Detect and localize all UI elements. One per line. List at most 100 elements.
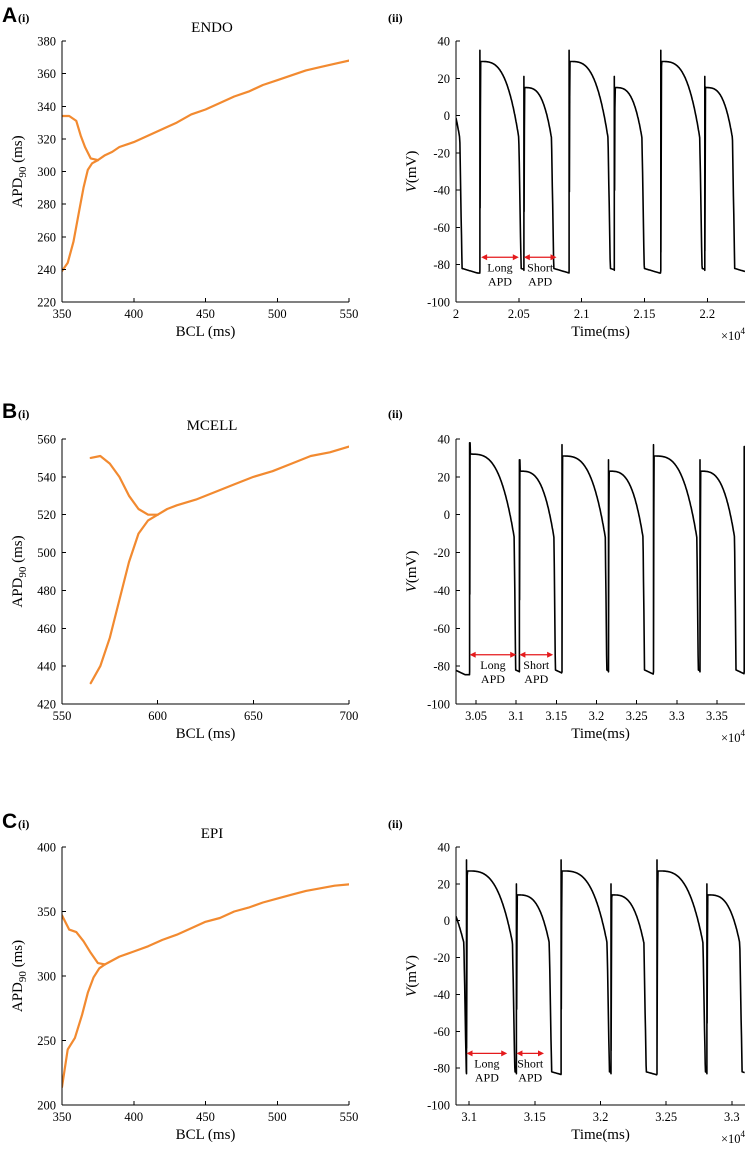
apd-arrow-head-left [481, 254, 488, 261]
y-tick-label: 380 [37, 35, 56, 49]
y-axis-label-main: V [404, 581, 420, 592]
x-tick-label: 550 [340, 1110, 359, 1124]
x-tick-label: 2 [453, 307, 459, 321]
x-tick-label: 550 [340, 307, 359, 321]
x-tick-label: 500 [268, 307, 287, 321]
apd-annotation-line2: APD [475, 1070, 499, 1084]
y-axis-label: V(mV) [404, 551, 420, 593]
y-tick-label: 360 [37, 67, 56, 81]
y-tick-label: 420 [37, 698, 56, 712]
y-tick-label: 260 [37, 230, 56, 244]
apd-arrow-head-left [523, 254, 530, 261]
x-tick-label: 3.15 [524, 1110, 546, 1124]
apd-arrow-head-left [466, 1050, 473, 1057]
panel-sub-label: (ii) [388, 817, 403, 831]
y-axis-label-main: V [404, 181, 420, 192]
multiplier-exponent: 4 [741, 1129, 746, 1139]
x-tick-label: 3.2 [589, 709, 605, 723]
y-axis-label-subscript: 90 [17, 566, 29, 578]
x-tick-label: 350 [53, 307, 72, 321]
panel-sub-label: (i) [18, 11, 29, 25]
x-tick-label: 400 [124, 1110, 143, 1124]
series-line-lower-branch [89, 513, 159, 685]
y-axis-label: APD90 (ms) [10, 940, 29, 1012]
x-tick-label: 2.2 [699, 307, 715, 321]
apd-annotation-line1: Short [523, 658, 550, 672]
x-tick-label: 2.15 [634, 307, 656, 321]
y-axis-label: APD90 (ms) [10, 135, 29, 207]
y-tick-label: -100 [427, 296, 450, 310]
x-tick-label: 2.1 [574, 307, 590, 321]
y-tick-label: 350 [37, 905, 56, 919]
y-tick-label: -100 [427, 1099, 450, 1113]
y-tick-label: 520 [37, 508, 56, 522]
y-tick-label: 250 [37, 1034, 56, 1048]
y-tick-label: 0 [444, 914, 450, 928]
x-tick-label: 3.1 [461, 1110, 477, 1124]
y-tick-label: -60 [433, 221, 450, 235]
y-tick-label: 220 [37, 296, 56, 310]
y-tick-label: 460 [37, 622, 56, 636]
x-axis-label: BCL (ms) [176, 1127, 236, 1143]
apd-annotation-line2: APD [488, 274, 512, 288]
apd-annotation-line1: Long [487, 260, 512, 274]
y-tick-label: -100 [427, 698, 450, 712]
y-axis-label-unit: (ms) [10, 940, 26, 971]
apd-arrow-head-right [550, 254, 557, 261]
plot-area [62, 883, 349, 1089]
y-tick-label: 340 [37, 100, 56, 114]
x-tick-label: 450 [196, 307, 215, 321]
series-line-main-branch [96, 59, 349, 162]
y-tick-label: 560 [37, 433, 56, 447]
panel-sub-label: (i) [18, 407, 29, 421]
x-tick-label: 3.05 [465, 709, 487, 723]
y-axis-label-unit: (mV) [404, 551, 420, 584]
multiplier-base: ×10 [721, 731, 741, 745]
series-line-upper-branch [62, 914, 107, 966]
x-tick-label: 350 [53, 1110, 72, 1124]
y-tick-label: 20 [438, 877, 451, 891]
multiplier-exponent: 4 [741, 326, 746, 336]
voltage-trace [456, 49, 745, 274]
plot-area [89, 445, 349, 685]
x-tick-label: 3.3 [669, 709, 685, 723]
apd-arrow-head-right [501, 1050, 508, 1057]
y-axis-label-main: APD [10, 577, 26, 607]
x-tick-label: 650 [244, 709, 263, 723]
plot-area [62, 59, 349, 273]
apd-arrow-head-right [512, 254, 519, 261]
apd-annotation-line1: Long [474, 1056, 499, 1070]
x-tick-label: 3.35 [706, 709, 728, 723]
y-tick-label: -40 [433, 584, 450, 598]
y-tick-label: 480 [37, 584, 56, 598]
y-tick-label: -40 [433, 988, 450, 1002]
voltage-trace [456, 441, 745, 676]
apd-arrow-head-left [519, 651, 526, 658]
y-tick-label: 280 [37, 198, 56, 212]
x-tick-label: 400 [124, 307, 143, 321]
y-tick-label: -40 [433, 184, 450, 198]
x-axis-label: Time(ms) [571, 726, 630, 742]
series-line-main-branch [156, 445, 349, 516]
y-axis-label: V(mV) [404, 151, 420, 193]
apd-annotation-line2: APD [528, 274, 552, 288]
y-tick-label: -20 [433, 951, 450, 965]
x-tick-label: 3.3 [724, 1110, 740, 1124]
y-tick-label: -20 [433, 546, 450, 560]
x-axis-label: Time(ms) [571, 1127, 630, 1143]
y-tick-label: 240 [37, 263, 56, 277]
y-axis-label: APD90 (ms) [10, 535, 29, 607]
y-tick-label: 320 [37, 132, 56, 146]
apd-annotation-line1: Short [517, 1056, 544, 1070]
panel-letter: B [2, 400, 17, 423]
x-tick-label: 3.2 [593, 1110, 609, 1124]
series-line-main-branch [103, 883, 349, 966]
x-tick-label: 3.25 [655, 1110, 677, 1124]
multiplier-base: ×10 [721, 329, 741, 343]
panel-sub-label: (i) [18, 817, 29, 831]
panel-C-i: 350 400 450 500 550 200 250 300 350 400 BCL (ms) AP… [2, 810, 358, 1143]
